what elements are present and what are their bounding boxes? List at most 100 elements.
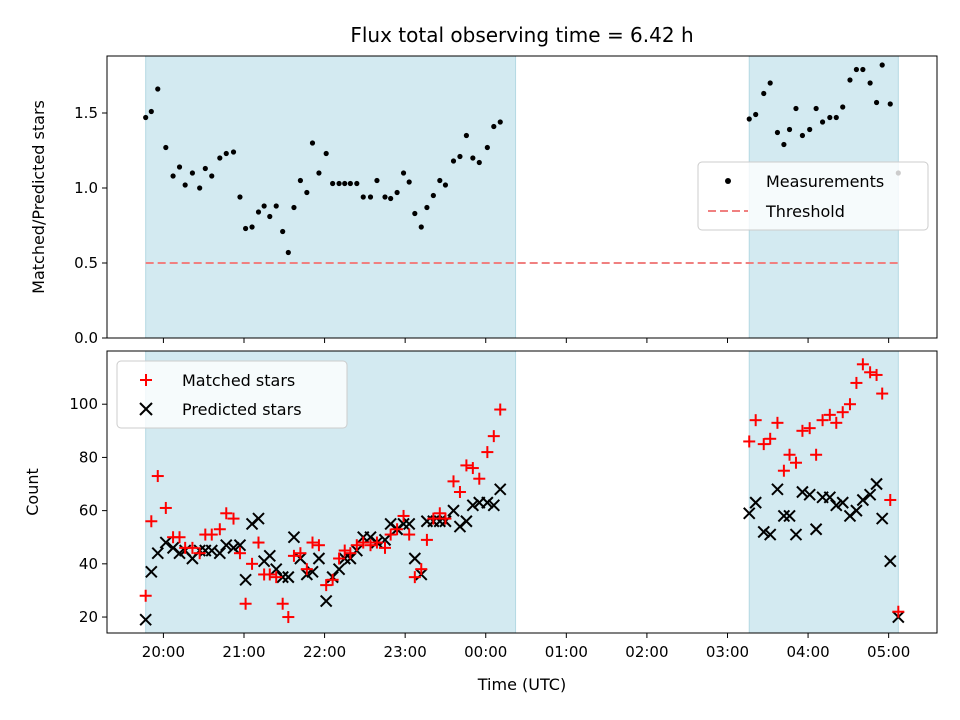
predicted-point	[402, 517, 416, 531]
measurement-point	[360, 194, 366, 200]
predicted-point	[159, 536, 173, 549]
matched-point	[227, 512, 240, 525]
measurement-point	[418, 224, 424, 230]
y-tick-label: 1.5	[74, 104, 98, 122]
measurement-point	[394, 189, 400, 196]
measurement-point	[437, 177, 443, 184]
legend-matched-marker	[140, 374, 152, 386]
predicted-point	[447, 504, 460, 517]
measurement-point	[249, 224, 255, 230]
predicted-point	[836, 496, 849, 509]
legend-predicted-marker	[139, 402, 153, 416]
measurement-point	[786, 126, 793, 133]
matched-point	[370, 536, 383, 549]
measurement-point	[853, 66, 860, 73]
measurement-point	[761, 90, 767, 97]
measurement-point	[374, 177, 380, 184]
measurement-point	[767, 80, 773, 86]
matched-point	[466, 462, 479, 475]
matched-point	[487, 430, 500, 443]
predicted-point	[270, 562, 283, 576]
y-tick-label: 1.0	[74, 179, 98, 197]
predicted-point	[139, 613, 152, 626]
bottom-y-axis-label: Count	[23, 468, 42, 516]
predicted-point	[830, 499, 843, 512]
matched-point	[338, 544, 351, 557]
measurement-point	[819, 119, 826, 125]
measurement-point	[746, 116, 752, 122]
predicted-point	[789, 528, 803, 541]
measurement-point	[217, 155, 223, 161]
observing-span	[145, 55, 517, 339]
matched-point	[884, 493, 897, 506]
measurement-point	[182, 182, 188, 188]
matched-point	[743, 435, 756, 448]
measurement-point	[342, 180, 348, 187]
measurement-point	[491, 123, 497, 130]
matched-point	[764, 432, 777, 445]
measurement-point	[163, 144, 169, 151]
matched-point	[460, 459, 473, 472]
measurement-point	[267, 213, 273, 220]
top-axes-frame	[106, 55, 938, 339]
predicted-point	[276, 570, 289, 584]
matched-point	[263, 568, 276, 581]
y-tick-label: 100	[69, 395, 98, 413]
predicted-point	[809, 523, 823, 536]
matched-point	[856, 358, 869, 371]
measurement-point	[273, 203, 279, 209]
measurement-point	[382, 194, 388, 200]
predicted-point	[213, 546, 227, 560]
matched-point	[186, 541, 199, 554]
predicted-point	[875, 512, 889, 525]
measurement-point	[309, 140, 316, 146]
matched-point	[757, 438, 770, 451]
matched-point	[850, 376, 863, 389]
predicted-point	[763, 528, 777, 541]
predicted-point	[487, 499, 501, 512]
top-y-axis-label: Matched/Predicted stars	[29, 100, 48, 294]
predicted-point	[252, 512, 265, 525]
measurement-point	[297, 177, 303, 184]
measurement-point	[847, 77, 853, 83]
matched-point	[473, 472, 486, 485]
measurement-point	[887, 101, 893, 107]
predicted-point	[466, 499, 480, 512]
measurement-point	[833, 114, 839, 121]
matched-point	[749, 414, 762, 427]
matched-point	[252, 536, 265, 549]
x-tick-label: 05:00	[867, 643, 910, 661]
matched-point	[246, 557, 259, 570]
y-tick-label: 20	[79, 608, 98, 626]
predicted-point	[287, 531, 301, 544]
top-legend: Measurements Threshold	[697, 161, 929, 231]
predicted-point	[263, 549, 276, 563]
predicted-point	[312, 552, 326, 565]
measurement-point	[807, 126, 813, 133]
predicted-point	[863, 488, 877, 501]
matched-point	[276, 597, 289, 610]
measurement-point	[476, 159, 482, 166]
measurement-point	[450, 158, 457, 164]
predicted-point	[408, 552, 422, 565]
matched-point	[145, 515, 158, 528]
x-tick-label: 23:00	[384, 643, 427, 661]
matched-point	[193, 547, 206, 560]
predicted-point	[884, 554, 897, 568]
matched-point	[870, 368, 883, 381]
measurement-point	[497, 119, 503, 125]
matched-point	[830, 416, 843, 429]
x-tick-label: 01:00	[545, 643, 588, 661]
matched-point	[312, 539, 325, 552]
matched-point	[816, 414, 829, 427]
predicted-point	[332, 562, 346, 576]
matched-point	[282, 611, 295, 624]
measurement-point	[406, 179, 412, 185]
measurement-point	[388, 195, 394, 202]
matched-point	[823, 408, 836, 421]
x-axis-label: Time (UTC)	[477, 675, 566, 694]
measurement-point	[873, 99, 880, 106]
top-legend-box	[697, 161, 929, 231]
predicted-point	[870, 477, 883, 491]
